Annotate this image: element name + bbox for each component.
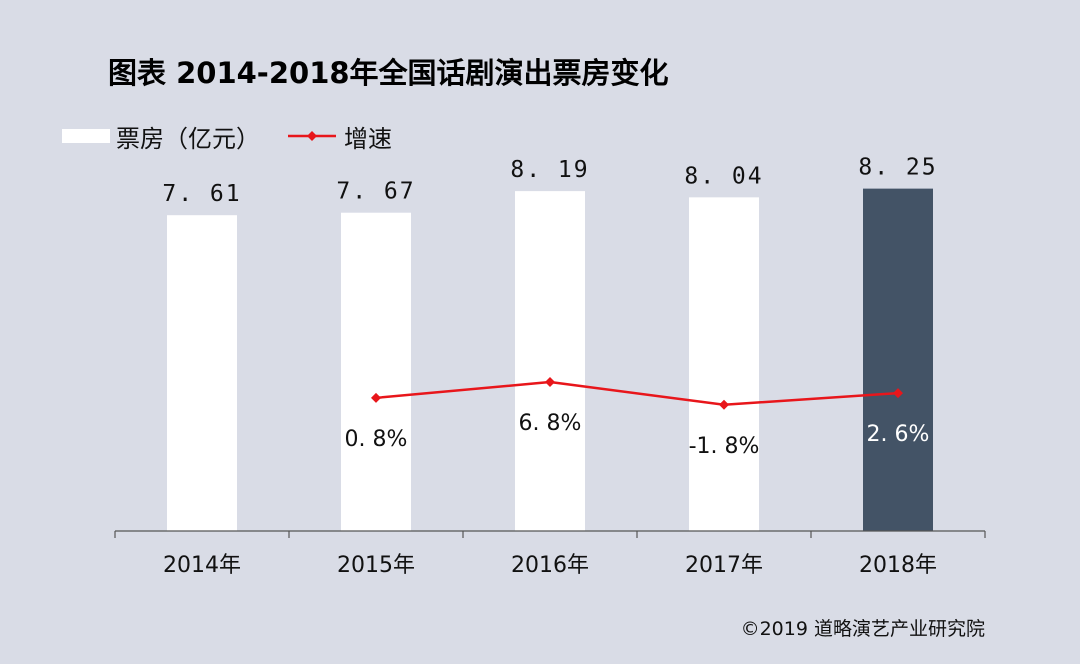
legend-line-label: 增速 bbox=[344, 124, 392, 153]
bar-2017年 bbox=[689, 197, 759, 531]
growth-value-label: 2. 6% bbox=[867, 422, 930, 447]
copyright-footer: ©2019 道略演艺产业研究院 bbox=[740, 618, 985, 640]
x-tick-label: 2016年 bbox=[511, 553, 589, 578]
bar-2018年 bbox=[863, 188, 933, 531]
growth-marker-2017年 bbox=[719, 399, 729, 410]
legend-item-box-office: 票房（亿元） bbox=[62, 119, 260, 154]
bar-value-label: 7. 67 bbox=[336, 179, 415, 205]
bar-2016年 bbox=[515, 191, 585, 532]
chart-title: 图表 2014-2018年全国话剧演出票房变化 bbox=[108, 56, 669, 90]
x-tick-label: 2018年 bbox=[859, 553, 937, 578]
growth-value-label: -1. 8% bbox=[689, 434, 760, 459]
bar-value-label: 8. 19 bbox=[510, 157, 589, 183]
bar-value-label: 8. 25 bbox=[858, 155, 937, 181]
bar-2014年 bbox=[167, 215, 237, 531]
bar-2015年 bbox=[341, 212, 411, 531]
x-tick-label: 2015年 bbox=[337, 553, 415, 578]
legend-item-growth: 增速 bbox=[288, 119, 392, 154]
growth-value-label: 6. 8% bbox=[519, 411, 582, 436]
growth-value-label: 0. 8% bbox=[345, 427, 408, 452]
legend-bar-label: 票房（亿元） bbox=[116, 124, 260, 153]
growth-marker-2016年 bbox=[545, 376, 555, 387]
legend-bar-swatch bbox=[62, 129, 110, 143]
x-tick-label: 2017年 bbox=[685, 553, 763, 578]
legend-line-swatch bbox=[288, 131, 336, 141]
bar-value-label: 7. 61 bbox=[162, 181, 241, 207]
legend: 票房（亿元） 增速 bbox=[62, 118, 420, 154]
growth-marker-2015年 bbox=[371, 392, 381, 403]
growth-line bbox=[375, 380, 899, 407]
growth-marker-2018年 bbox=[893, 388, 903, 399]
x-tick-label: 2014年 bbox=[163, 553, 241, 578]
bar-value-label: 8. 04 bbox=[684, 163, 763, 189]
